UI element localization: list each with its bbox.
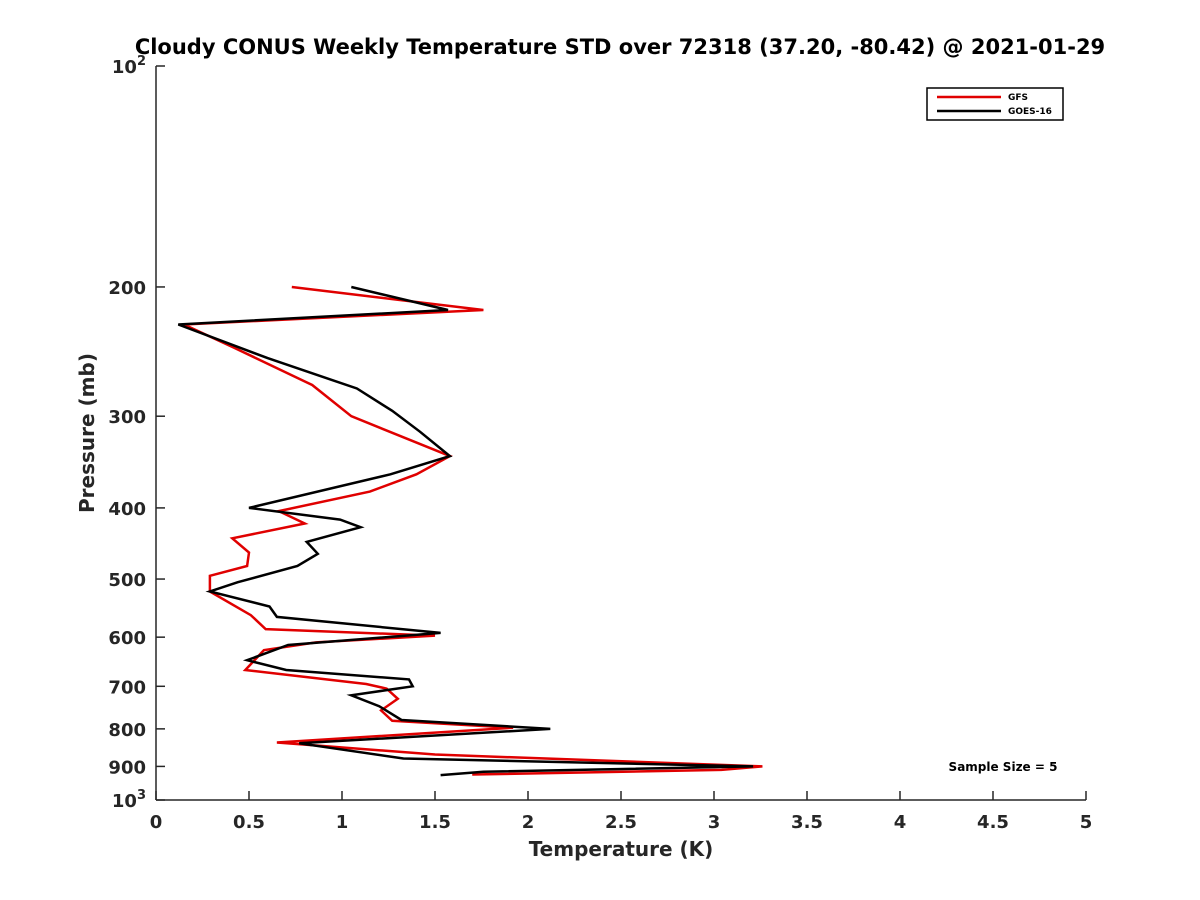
x-tick-label: 1 [336, 812, 349, 833]
series-line-goes-16 [177, 285, 754, 777]
x-axis-title: Temperature (K) [529, 837, 714, 861]
y-tick-label: 900 [108, 757, 146, 778]
legend-label: GOES-16 [1008, 107, 1052, 117]
legend-box [926, 87, 1064, 121]
y-tick-base: 10 [112, 57, 137, 78]
legend: GFS GOES-16 [926, 87, 1064, 121]
y-tick-exponent: 2 [137, 54, 146, 69]
x-tick-label: 2.5 [605, 812, 637, 833]
x-tick-label: 4.5 [977, 812, 1009, 833]
x-tick-label: 3 [708, 812, 721, 833]
y-tick-label: 700 [108, 677, 146, 698]
y-tick-label: 102 [112, 54, 146, 78]
x-axis-ticks: 0 0.5 1 1.5 2 2.5 3 3.5 4 4.5 5 [150, 791, 1093, 833]
x-tick-label: 2 [522, 812, 535, 833]
y-tick-label: 200 [108, 278, 146, 299]
y-tick-label: 600 [108, 628, 146, 649]
chart-title: Cloudy CONUS Weekly Temperature STD over… [135, 35, 1105, 59]
y-tick-label: 300 [108, 407, 146, 428]
x-tick-label: 1.5 [419, 812, 451, 833]
legend-label: GFS [1008, 93, 1028, 103]
y-tick-label: 103 [112, 788, 146, 812]
x-tick-label: 0 [150, 812, 163, 833]
y-tick-label: 800 [108, 720, 146, 741]
y-tick-label: 400 [108, 499, 146, 520]
x-tick-label: 3.5 [791, 812, 823, 833]
x-tick-label: 5 [1080, 812, 1093, 833]
x-tick-label: 4 [894, 812, 907, 833]
sample-size-annotation: Sample Size = 5 [949, 760, 1058, 774]
y-tick-base: 10 [112, 791, 137, 812]
series-layer [177, 285, 763, 777]
y-tick-exponent: 3 [137, 788, 146, 803]
y-tick-label: 500 [108, 570, 146, 591]
y-axis-title: Pressure (mb) [75, 353, 99, 513]
plot-area [155, 66, 1086, 801]
x-tick-label: 0.5 [233, 812, 265, 833]
